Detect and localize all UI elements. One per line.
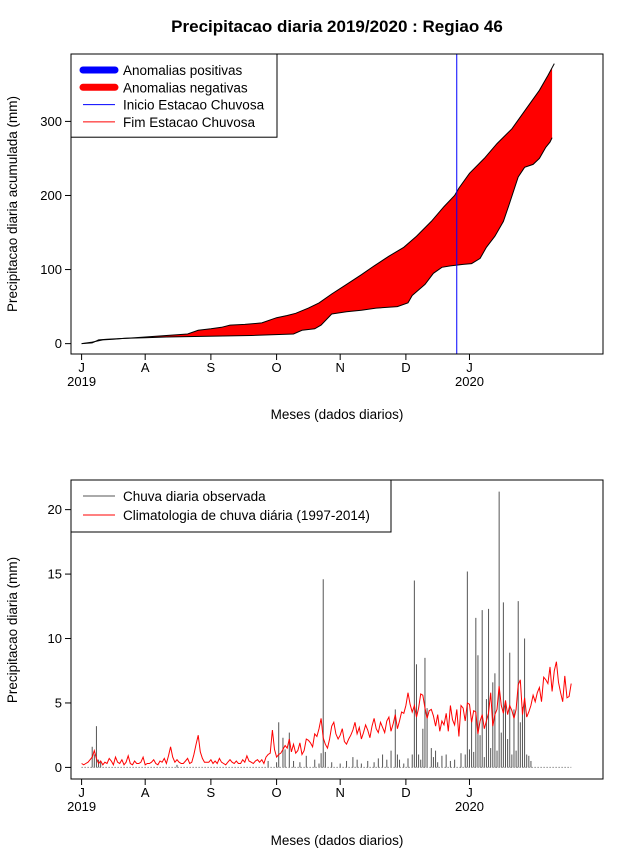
x-tick-label: N <box>335 360 344 375</box>
legend-label: Anomalias negativas <box>123 80 248 95</box>
x-year-label: 2019 <box>67 799 96 814</box>
negative-anomaly-area <box>125 67 553 339</box>
x-tick-label: A <box>141 785 150 800</box>
y-tick-label: 5 <box>55 695 62 710</box>
daily-legend: Chuva diaria observada Climatologia de ch… <box>70 479 392 533</box>
observed-cumulative-line <box>81 137 553 345</box>
y-tick-label: 20 <box>48 502 62 517</box>
y-tick-label: 15 <box>48 567 62 582</box>
x-tick-label: J <box>78 785 85 800</box>
legend-label: Anomalias positivas <box>123 63 243 78</box>
cumulative-x-label: Meses (dados diarios) <box>271 407 404 422</box>
cumulative-y-label: Precipitacao diaria acumulada (mm) <box>5 96 20 312</box>
x-tick-label: S <box>207 785 216 800</box>
y-tick-label: 0 <box>55 760 62 775</box>
x-year-label: 2019 <box>67 374 96 389</box>
y-tick-label: 300 <box>40 114 62 129</box>
legend-box <box>70 479 392 533</box>
cumulative-legend: Anomalias positivas Anomalias negativas In… <box>70 53 278 138</box>
x-tick-label: O <box>272 785 282 800</box>
daily-y-label: Precipitacao diaria (mm) <box>5 557 20 703</box>
cumulative-marks <box>81 54 555 354</box>
legend-label: Chuva diaria observada <box>123 489 266 504</box>
x-tick-label: D <box>401 360 410 375</box>
x-year-label: 2020 <box>455 799 484 814</box>
x-tick-label: O <box>272 360 282 375</box>
y-tick-label: 100 <box>40 262 62 277</box>
cumulative-plot-frame <box>70 53 604 355</box>
daily-x-label: Meses (dados diarios) <box>271 833 404 848</box>
y-tick-label: 200 <box>40 188 62 203</box>
daily-climatology-line <box>81 661 572 767</box>
y-tick-label: 0 <box>55 336 62 351</box>
x-tick-label: A <box>141 360 150 375</box>
x-tick-label: J <box>466 785 473 800</box>
x-tick-label: D <box>401 785 410 800</box>
x-tick-label: J <box>78 360 85 375</box>
chart-title: Precipitacao diaria 2019/2020 : Regiao 4… <box>171 17 503 36</box>
x-tick-label: N <box>335 785 344 800</box>
daily-marks <box>81 491 572 768</box>
x-year-label: 2020 <box>455 374 484 389</box>
x-tick-label: J <box>466 360 473 375</box>
climatology-cumulative-line <box>81 63 555 345</box>
x-tick-label: S <box>207 360 216 375</box>
legend-label: Fim Estacao Chuvosa <box>123 115 256 130</box>
y-tick-label: 10 <box>48 631 62 646</box>
legend-label: Climatologia de chuva diária (1997-2014) <box>123 508 370 523</box>
legend-label: Inicio Estacao Chuvosa <box>123 98 265 113</box>
